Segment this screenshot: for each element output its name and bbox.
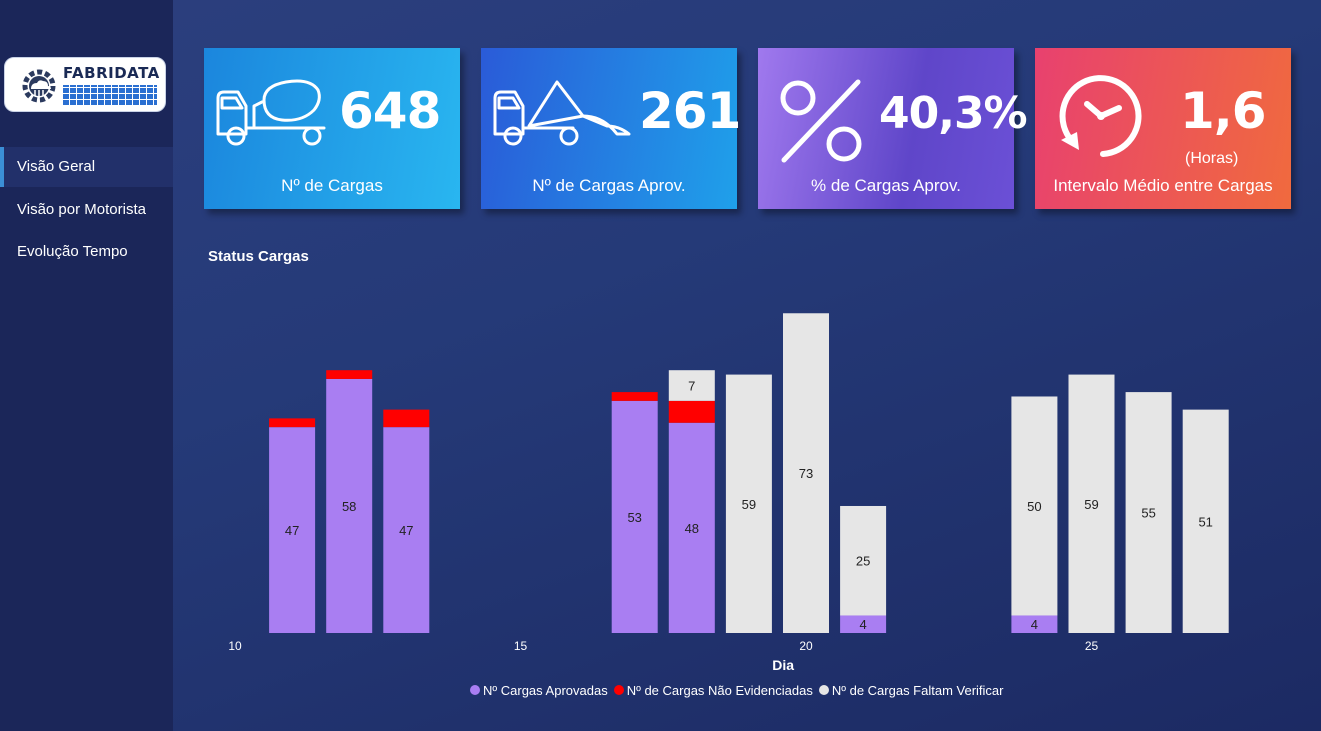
bar-segment	[840, 615, 887, 633]
legend-dot	[470, 685, 480, 695]
nav-item-visao-geral[interactable]: Visão Geral	[0, 147, 173, 187]
brand-name: FABRIDATA	[63, 64, 160, 82]
kpi-label: Nº de Cargas Aprov.	[532, 176, 686, 195]
data-label: 47	[399, 523, 413, 538]
kpi-label: Nº de Cargas	[281, 176, 383, 195]
bar-segment	[611, 392, 658, 401]
brand-logo: FABRIDATA	[4, 57, 166, 112]
kpi-card-cargas-aprov: 261 Nº de Cargas Aprov.	[481, 48, 741, 209]
nav-item-label: Visão por Motorista	[17, 201, 146, 218]
bar-segment	[1011, 396, 1058, 616]
kpi-card-intervalo: 1,6 (Horas) Intervalo Médio entre Cargas	[1035, 48, 1291, 209]
data-label: 59	[1084, 497, 1098, 512]
kpi-value: 40,3%	[879, 88, 1028, 139]
bar-segment	[326, 378, 373, 633]
bar-segment	[269, 427, 316, 633]
bar-segment	[326, 370, 373, 379]
data-label: 50	[1027, 499, 1041, 514]
bar-segment	[1068, 374, 1115, 633]
legend-item-faltam-verificar[interactable]: Nº de Cargas Faltam Verificar	[818, 682, 1004, 698]
bar-segment	[383, 427, 430, 633]
legend-item-aprovadas[interactable]: Nº Cargas Aprovadas	[470, 683, 608, 698]
data-label: 58	[342, 499, 356, 514]
kpi-label: % de Cargas Aprov.	[811, 176, 961, 195]
nav-item-label: Evolução Tempo	[17, 243, 128, 260]
legend-label: Nº Cargas Aprovadas	[483, 682, 608, 698]
bar-segment	[668, 400, 715, 423]
clock-refresh-icon	[1059, 75, 1142, 157]
data-label: 55	[1141, 506, 1155, 521]
bar-segment	[668, 422, 715, 633]
data-label: 59	[742, 497, 756, 512]
bar-segment	[1182, 409, 1229, 633]
data-label: 51	[1198, 514, 1212, 529]
x-axis-label: Dia	[772, 657, 794, 673]
data-label: 73	[799, 466, 813, 481]
legend-dot	[818, 685, 829, 695]
sidebar: FABRIDATA Visão Geral Visão por Motorist…	[0, 0, 173, 731]
nav-item-label: Visão Geral	[17, 158, 96, 175]
chart-title: Status Cargas	[208, 248, 309, 265]
data-label: 4	[859, 617, 866, 632]
data-label: 7	[688, 379, 695, 394]
x-tick-label: 20	[799, 639, 813, 653]
legend-label: Nº de Cargas Não Evidenciadas	[626, 682, 813, 698]
status-cargas-chart: 47 58 47 53 48 7 59 73 4 25 4 50 59 55 51 10 15 20 25 Dia	[228, 313, 1229, 673]
bar-segment	[840, 505, 887, 616]
data-label: 48	[685, 521, 699, 536]
gear-cloud-icon	[22, 69, 56, 103]
data-label: 4	[1031, 617, 1038, 632]
kpi-value: 261	[639, 82, 741, 140]
x-tick-label: 25	[1085, 639, 1099, 653]
data-label: 47	[285, 523, 299, 538]
bar-segment	[1125, 392, 1172, 633]
legend-label: Nº de Cargas Faltam Verificar	[831, 682, 1004, 698]
bar-segment	[269, 418, 316, 428]
kpi-value: 1,6	[1180, 82, 1267, 140]
nav-item-evolucao-tempo[interactable]: Evolução Tempo	[0, 232, 173, 272]
nav-item-visao-por-motorista[interactable]: Visão por Motorista	[0, 190, 173, 230]
bar-segment	[611, 400, 658, 633]
kpi-sub: (Horas)	[1185, 150, 1239, 167]
kpi-card-percent-aprov: 40,3% % de Cargas Aprov.	[758, 48, 1028, 209]
brand-grid	[63, 85, 157, 105]
x-tick-label: 10	[228, 639, 242, 653]
kpi-label: Intervalo Médio entre Cargas	[1053, 176, 1273, 195]
bar-segment	[383, 409, 430, 428]
chart-legend: Nº Cargas Aprovadas Nº de Cargas Não Evi…	[470, 681, 1003, 699]
concrete-mixer-truck-icon	[216, 79, 326, 146]
kpi-card-cargas: 648 Nº de Cargas	[204, 48, 460, 209]
percent-icon	[780, 79, 862, 163]
bar-segment	[1011, 615, 1058, 633]
bar-segment	[668, 370, 715, 401]
legend-dot	[613, 685, 624, 695]
data-label: 25	[856, 554, 870, 569]
legend-item-nao-evidenciadas[interactable]: Nº de Cargas Não Evidenciadas	[613, 682, 813, 698]
dump-truck-icon	[493, 80, 631, 146]
x-tick-label: 15	[514, 639, 528, 653]
bar-segment	[725, 374, 772, 633]
data-label: 53	[627, 510, 641, 525]
kpi-value: 648	[339, 82, 441, 140]
bar-segment	[783, 313, 829, 633]
